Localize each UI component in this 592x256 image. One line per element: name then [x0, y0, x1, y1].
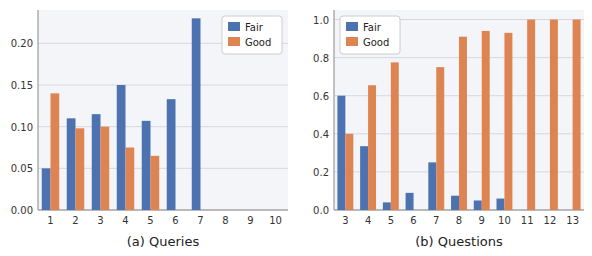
bar	[176, 210, 185, 211]
panel: 0.0 0.2 0.4 0.6 0.8 1.0 3 4 5 6 7 8 9 10 11 12 13 (b) Que…	[313, 10, 584, 249]
panel: 0.00 0.05 0.10 0.15 0.20 1 2 3 4 5 6 7 8 9 10 (a) Queri…	[11, 10, 288, 249]
x-tick-label: 3	[342, 215, 348, 226]
x-axis-label: (a) Queries	[127, 234, 200, 249]
bar	[242, 210, 251, 211]
legend-swatch	[346, 37, 358, 46]
bar	[345, 134, 353, 210]
x-tick-label: 12	[544, 215, 557, 226]
bar	[267, 210, 276, 211]
bar	[414, 210, 422, 211]
bar	[459, 37, 467, 210]
y-tick-label: 0.8	[313, 53, 329, 64]
bar	[76, 128, 85, 210]
bar	[337, 96, 345, 210]
bar	[368, 85, 376, 210]
bar	[550, 20, 558, 210]
bar	[406, 193, 414, 210]
x-tick-label: 10	[498, 215, 511, 226]
bar	[565, 210, 573, 211]
x-tick-label: 9	[479, 215, 485, 226]
bars	[42, 18, 201, 210]
legend-swatch	[228, 37, 240, 46]
legend-swatch	[228, 22, 240, 31]
bar	[167, 99, 176, 210]
bar	[92, 114, 101, 210]
legend-label: Fair	[245, 22, 264, 33]
bar	[201, 210, 210, 211]
bar	[542, 210, 550, 211]
bar	[51, 93, 60, 210]
y-tick-label: 0.6	[313, 91, 329, 102]
x-tick-label: 4	[365, 215, 371, 226]
y-tick-label: 1.0	[313, 15, 329, 26]
bar	[436, 67, 444, 210]
bar	[383, 202, 391, 210]
x-tick-label: 2	[72, 215, 78, 226]
legend: Fair Good	[222, 16, 282, 54]
bar	[482, 31, 490, 210]
x-tick-label: 8	[456, 215, 462, 226]
legend: Fair Good	[340, 16, 400, 54]
x-tick-label: 6	[410, 215, 416, 226]
bar	[142, 121, 151, 210]
bar	[192, 18, 201, 210]
bar	[519, 210, 527, 211]
bar	[42, 168, 51, 210]
x-tick-label: 13	[566, 215, 579, 226]
x-tick-label: 5	[147, 215, 153, 226]
grid-line	[38, 85, 288, 86]
bar	[251, 210, 260, 211]
x-tick-label: 4	[122, 215, 128, 226]
chart: 0.000.050.100.150.2012345678910(a) Queri…	[0, 0, 592, 256]
bar	[151, 156, 160, 210]
y-tick-label: 0.00	[11, 205, 33, 216]
x-axis-label: (b) Questions	[415, 234, 503, 249]
legend-box	[222, 16, 282, 54]
x-tick-label: 3	[97, 215, 103, 226]
legend-swatch	[346, 22, 358, 31]
x-tick-label: 5	[388, 215, 394, 226]
bar	[101, 127, 110, 210]
bar	[391, 62, 399, 210]
bar	[276, 210, 285, 211]
y-tick-label: 0.4	[313, 129, 329, 140]
y-tick-label: 0.2	[313, 167, 329, 178]
bar	[497, 199, 505, 210]
x-tick-label: 10	[269, 215, 282, 226]
x-tick-label: 1	[47, 215, 53, 226]
bar	[126, 148, 135, 211]
y-tick-label: 0.10	[11, 122, 33, 133]
y-axis-line	[38, 10, 39, 210]
bar	[451, 196, 459, 210]
x-tick-label: 6	[172, 215, 178, 226]
y-tick-label: 0.15	[11, 80, 33, 91]
y-axis-line	[334, 10, 335, 210]
bar	[573, 20, 581, 210]
x-tick-label: 7	[433, 215, 439, 226]
plot-background	[38, 10, 288, 210]
bar	[67, 118, 76, 210]
bar	[527, 20, 535, 210]
x-tick-label: 9	[247, 215, 253, 226]
bar	[360, 146, 368, 210]
x-tick-label: 7	[197, 215, 203, 226]
legend-label: Good	[363, 37, 389, 48]
y-tick-label: 0.05	[11, 163, 33, 174]
y-tick-label: 0.0	[313, 205, 329, 216]
x-tick-label: 8	[222, 215, 228, 226]
legend-label: Good	[245, 37, 271, 48]
legend-label: Fair	[363, 22, 382, 33]
y-tick-label: 0.20	[11, 38, 33, 49]
legend-box	[340, 16, 400, 54]
bar	[474, 200, 482, 210]
plot-background	[334, 10, 584, 210]
bar	[428, 162, 436, 210]
bar	[117, 85, 126, 210]
x-tick-label: 11	[521, 215, 534, 226]
bar	[217, 210, 226, 211]
bar	[226, 210, 235, 211]
bar	[504, 33, 512, 210]
